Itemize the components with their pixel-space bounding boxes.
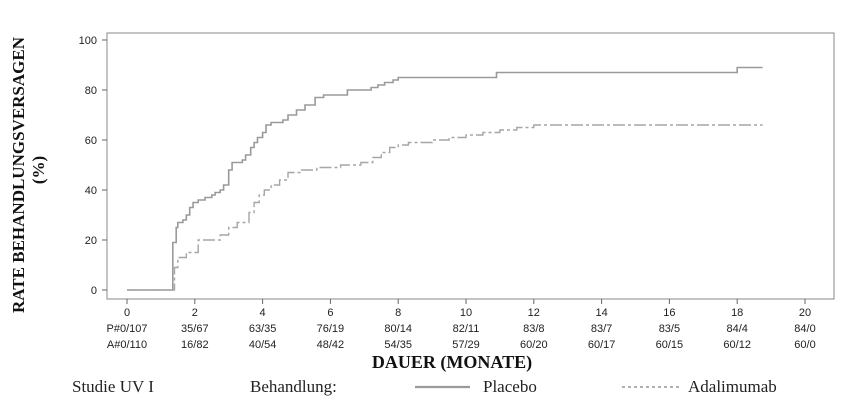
x-tick-label: 16 <box>663 307 675 319</box>
y-axis-title: RATE BEHANDLUNGSVERSAGEN <box>9 36 28 313</box>
risk-cell: 83/5 <box>659 323 680 335</box>
risk-row-label: A#0/110 <box>107 339 147 351</box>
risk-cell: 84/0 <box>794 323 815 335</box>
x-tick-label: 2 <box>192 307 198 319</box>
risk-cell: 40/54 <box>249 339 277 351</box>
x-tick-label: 20 <box>799 307 811 319</box>
risk-cell: 80/14 <box>384 323 412 335</box>
series-layer <box>127 66 763 291</box>
risk-cell: 48/42 <box>317 339 345 351</box>
risk-cell: 60/15 <box>656 339 684 351</box>
y-tick-label: 20 <box>85 235 97 247</box>
y-tick-label: 100 <box>79 35 97 47</box>
x-tick-label: 14 <box>595 307 607 319</box>
x-tick-label: 0 <box>124 307 130 319</box>
risk-cell: 35/67 <box>181 323 209 335</box>
y-tick-label: 60 <box>85 135 97 147</box>
y-axis: 0 20 40 60 80 100 <box>79 35 107 297</box>
y-tick-label: 40 <box>85 185 97 197</box>
risk-cell: 54/35 <box>384 339 412 351</box>
x-tick-label: 18 <box>731 307 743 319</box>
x-tick-label: 6 <box>327 307 333 319</box>
risk-cell: 82/11 <box>453 323 480 335</box>
risk-cell: 63/35 <box>249 323 277 335</box>
series-line-placebo <box>127 66 763 291</box>
y-axis-unit: (%) <box>29 156 48 184</box>
risk-row-label: P#0/107 <box>107 323 148 335</box>
x-axis: 0 2 4 6 8 10 12 14 16 18 20 <box>124 299 811 319</box>
x-tick-label: 12 <box>528 307 540 319</box>
legend-title: Behandlung: <box>250 377 337 396</box>
y-tick-label: 80 <box>85 85 97 97</box>
series-line-adalimumab <box>127 124 763 291</box>
risk-cell: 83/8 <box>523 323 544 335</box>
risk-cell: 60/20 <box>520 339 548 351</box>
legend: Studie UV I Behandlung: Placebo Adalimum… <box>72 377 777 396</box>
y-tick-label: 0 <box>91 285 97 297</box>
risk-cell: 16/82 <box>181 339 209 351</box>
x-axis-title: DAUER (MONATE) <box>372 352 532 373</box>
risk-cell: 60/0 <box>794 339 815 351</box>
plot-frame <box>106 32 835 300</box>
legend-label-adalimumab: Adalimumab <box>688 377 777 396</box>
legend-study-label: Studie UV I <box>72 377 154 396</box>
x-tick-label: 10 <box>460 307 472 319</box>
risk-cell: 84/4 <box>726 323 747 335</box>
risk-cell: 60/17 <box>588 339 616 351</box>
risk-table: P#0/107 35/67 63/35 76/19 80/14 82/11 83/8 83/7… <box>107 323 816 351</box>
risk-cell: 76/19 <box>317 323 345 335</box>
risk-cell: 83/7 <box>591 323 612 335</box>
legend-label-placebo: Placebo <box>483 377 537 396</box>
risk-cell: 60/12 <box>723 339 751 351</box>
x-tick-label: 8 <box>395 307 401 319</box>
x-tick-label: 4 <box>260 307 266 319</box>
risk-cell: 57/29 <box>452 339 480 351</box>
